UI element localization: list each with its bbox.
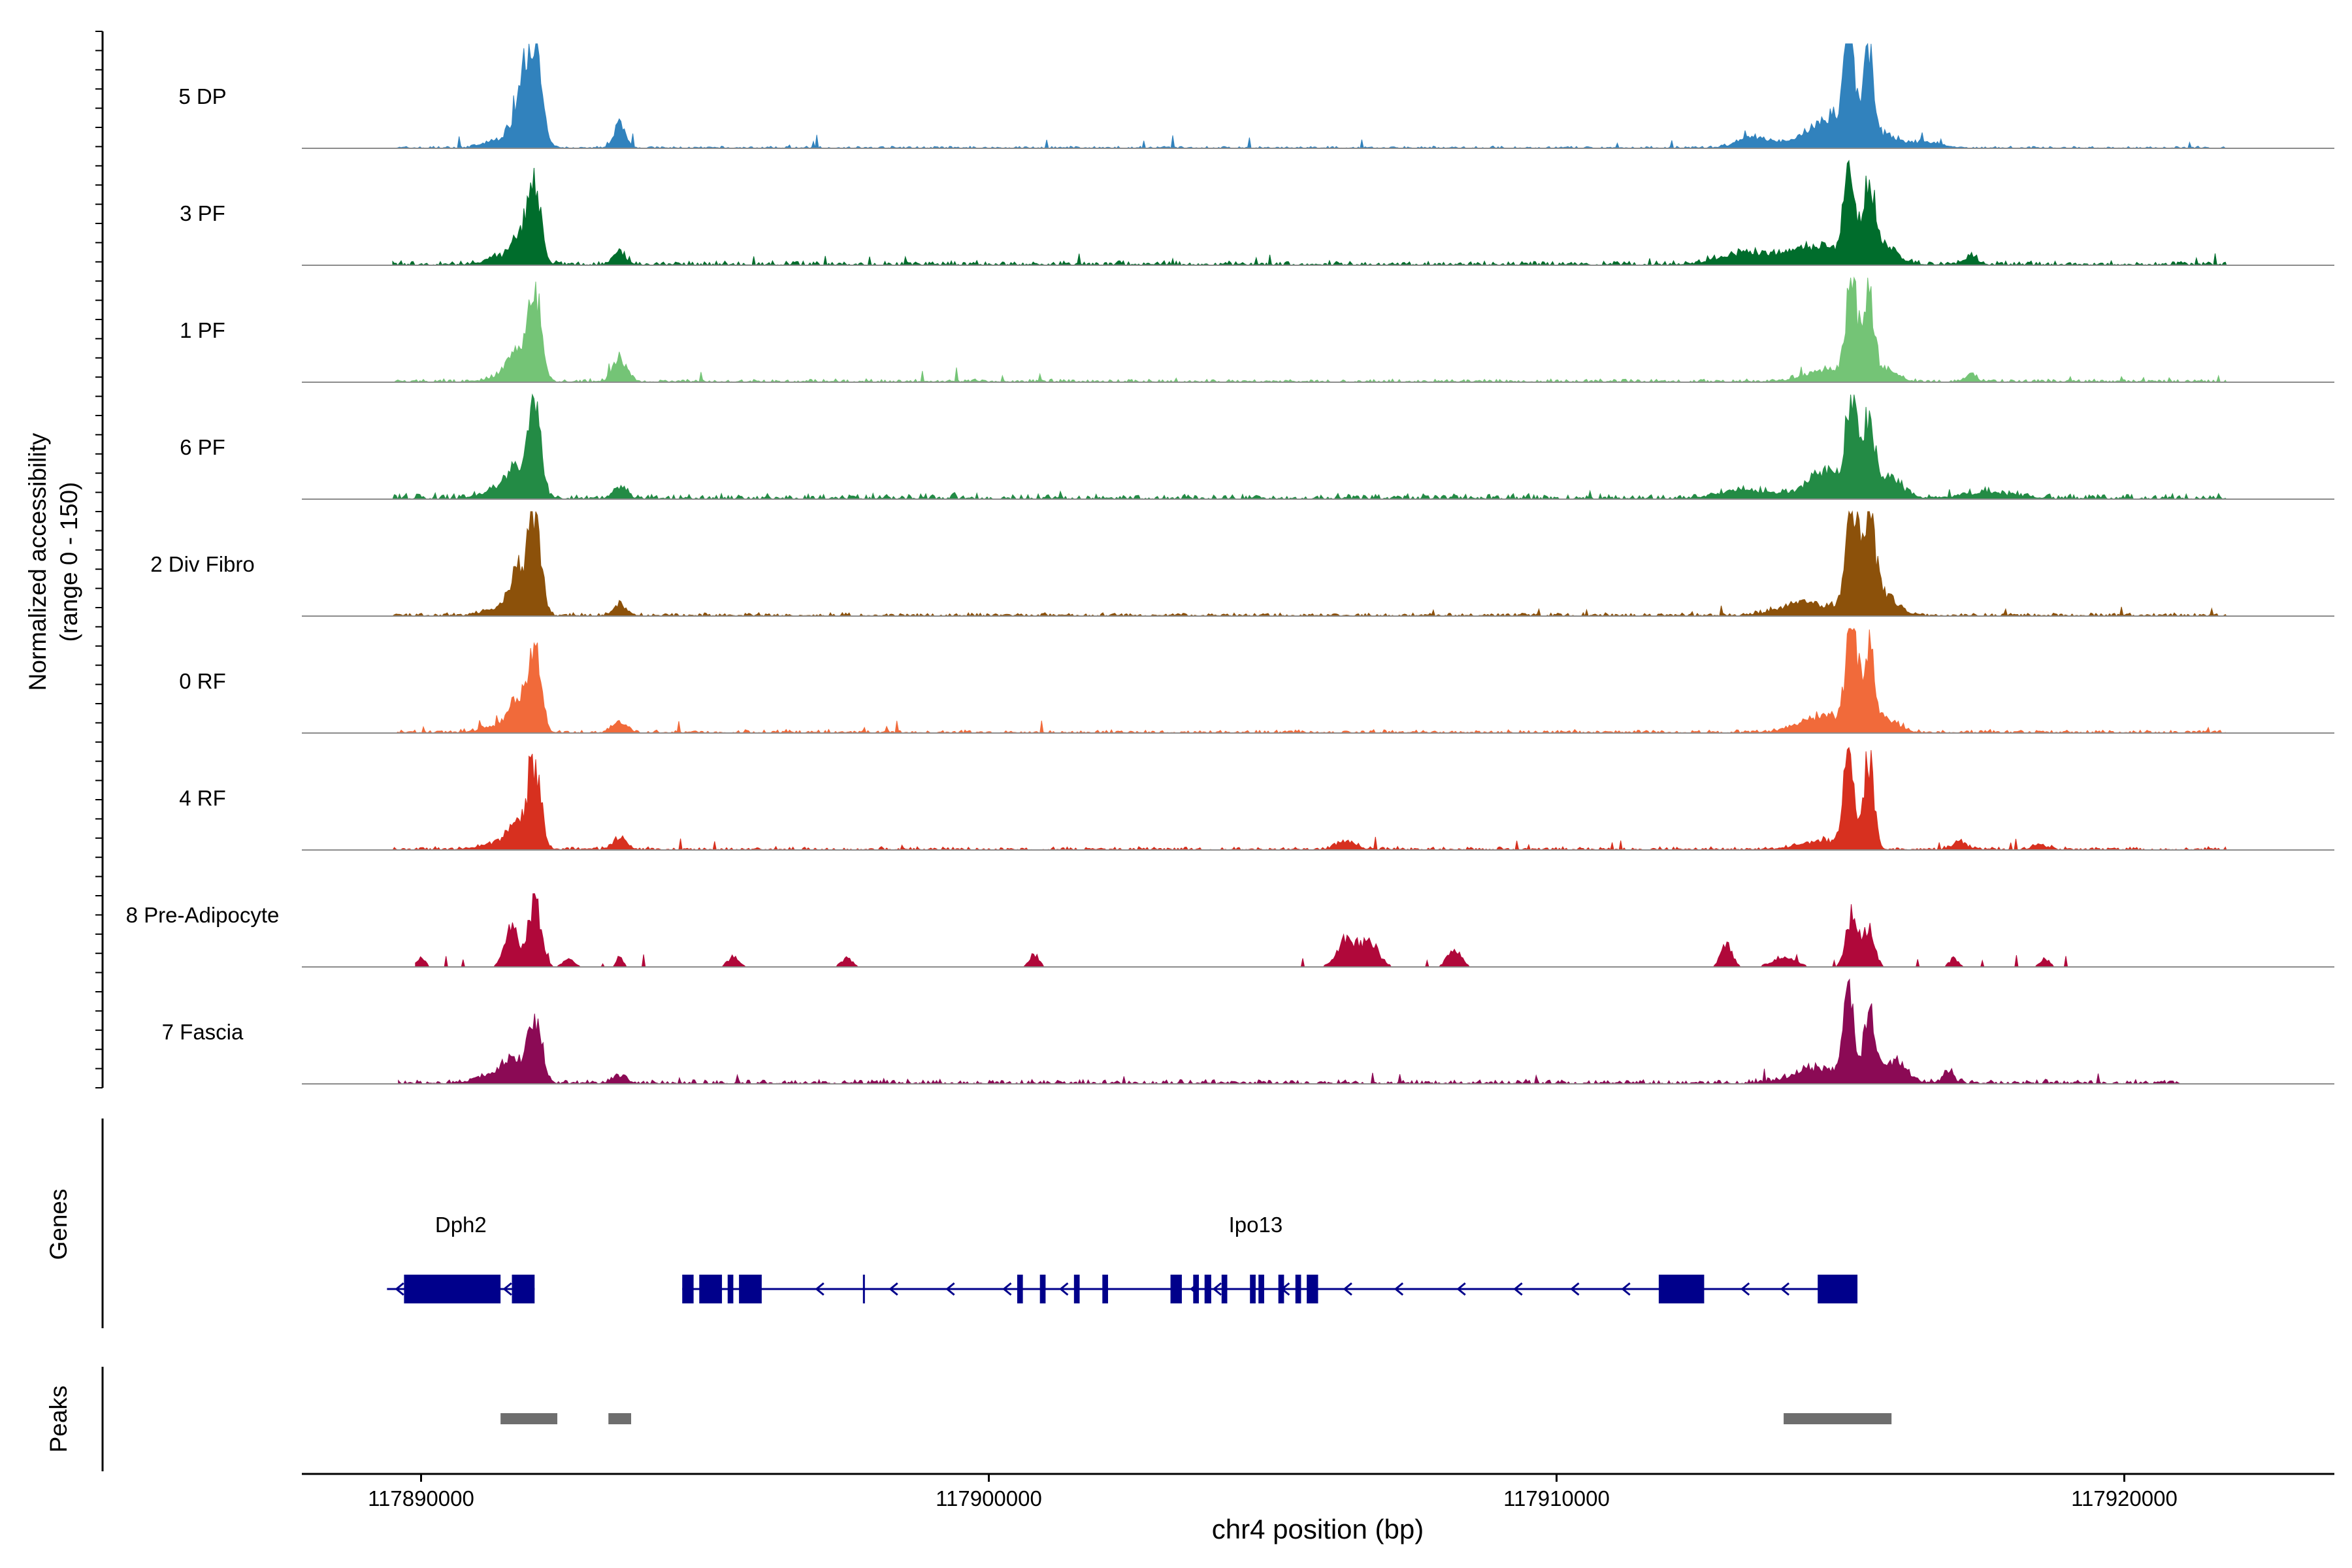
coverage-area [398, 978, 2181, 1085]
strand-arrow [945, 1282, 955, 1296]
coverage-area [392, 628, 2227, 734]
coverage-area [415, 893, 2091, 968]
gene-exon [727, 1275, 734, 1303]
strand-arrow [1740, 1282, 1750, 1296]
gene-track: Dph2 Ipo13 [387, 1213, 1858, 1303]
gene-exon [512, 1275, 535, 1303]
peak-region [500, 1413, 558, 1424]
x-tick-label: 117910000 [1503, 1486, 1610, 1511]
track-label: 3 PF [180, 201, 225, 225]
y-axis-range-label: (range 0 - 150) [56, 482, 82, 642]
gene-exon [1295, 1275, 1301, 1303]
gene-dph2: Dph2 [387, 1213, 535, 1303]
strand-arrow [741, 1282, 751, 1296]
gene-exon [1039, 1275, 1046, 1303]
gene-exon [1102, 1275, 1108, 1303]
strand-arrow [1780, 1282, 1790, 1296]
coverage-area [392, 747, 2227, 851]
strand-arrow [1621, 1282, 1631, 1296]
track-6-pf: 6 PF [180, 393, 2334, 500]
x-tick-label: 117920000 [2071, 1486, 2178, 1511]
strand-arrow [502, 1282, 512, 1296]
gene-exon [699, 1275, 723, 1303]
x-axis-label: chr4 position (bp) [1212, 1514, 1424, 1544]
accessibility-y-axis [95, 31, 104, 1088]
gene-exon [1658, 1275, 1705, 1303]
coverage-tracks: 5 DP 3 PF 1 PF 6 PF 2 Div Fibro 0 RF 4 RF 8 Pre… [126, 42, 2334, 1085]
track-label: 4 RF [179, 786, 226, 810]
gene-exon [1017, 1275, 1023, 1303]
track-label: 5 DP [178, 84, 226, 108]
strand-arrow [889, 1282, 898, 1296]
peaks-label: Peaks [45, 1386, 72, 1453]
strand-arrow [1570, 1282, 1580, 1296]
strand-arrow [1002, 1282, 1012, 1296]
track-label: 1 PF [180, 318, 225, 342]
track-label: 6 PF [180, 435, 225, 459]
gene-exon [1221, 1275, 1228, 1303]
strand-arrow [707, 1282, 717, 1296]
strand-arrow [1513, 1282, 1523, 1296]
track-label: 0 RF [179, 669, 226, 693]
track-5-dp: 5 DP [178, 42, 2334, 150]
strand-arrow [1280, 1282, 1290, 1296]
gene-exon [1170, 1275, 1182, 1303]
track-label: 8 Pre-Adipocyte [126, 903, 280, 927]
peak-track [500, 1413, 1892, 1424]
track-7-fascia: 7 Fascia [162, 978, 2334, 1085]
coverage-area [392, 393, 2228, 500]
strand-arrow [1212, 1282, 1222, 1296]
gene-exon [682, 1275, 694, 1303]
gene-exon [404, 1275, 501, 1303]
gene-exon [1258, 1275, 1264, 1303]
gene-exon [1818, 1275, 1858, 1303]
strand-arrow [1189, 1282, 1200, 1296]
strand-arrow [395, 1282, 404, 1296]
coverage-area [392, 510, 2227, 617]
peak-region [608, 1413, 632, 1424]
genes-label: Genes [45, 1188, 72, 1260]
gene-exon [1307, 1275, 1318, 1303]
coverage-area [392, 42, 2227, 150]
track-0-rf: 0 RF [179, 628, 2334, 734]
strand-arrow [1059, 1282, 1069, 1296]
strand-arrow [815, 1282, 825, 1296]
y-axis-label: Normalized accessibility [24, 433, 51, 691]
track-1-pf: 1 PF [180, 276, 2334, 383]
coverage-area [392, 276, 2227, 383]
x-axis-ticks: 117890000 117900000 117910000 117920000 [368, 1474, 2178, 1511]
x-tick-label: 117890000 [368, 1486, 474, 1511]
gene-exon [1250, 1275, 1256, 1303]
peak-region [1784, 1413, 1892, 1424]
strand-arrow [1343, 1282, 1352, 1296]
gene-exon [1204, 1275, 1211, 1303]
coverage-area [392, 159, 2227, 267]
track-3-pf: 3 PF [180, 159, 2334, 267]
gene-exon [1073, 1275, 1080, 1303]
track-4-rf: 4 RF [179, 747, 2334, 851]
gene-name: Ipo13 [1229, 1213, 1283, 1237]
track-label: 7 Fascia [162, 1020, 244, 1044]
gene-ipo13: Ipo13 [682, 1213, 1858, 1303]
strand-arrow [1394, 1282, 1404, 1296]
gene-name: Dph2 [435, 1213, 487, 1237]
x-tick-label: 117900000 [936, 1486, 1042, 1511]
gene-exon [1193, 1275, 1200, 1303]
strand-arrow [1456, 1282, 1466, 1296]
track-label: 2 Div Fibro [150, 552, 255, 576]
track-2-div-fibro: 2 Div Fibro [150, 510, 2334, 617]
track-8-pre-adipocyte: 8 Pre-Adipocyte [126, 893, 2334, 968]
